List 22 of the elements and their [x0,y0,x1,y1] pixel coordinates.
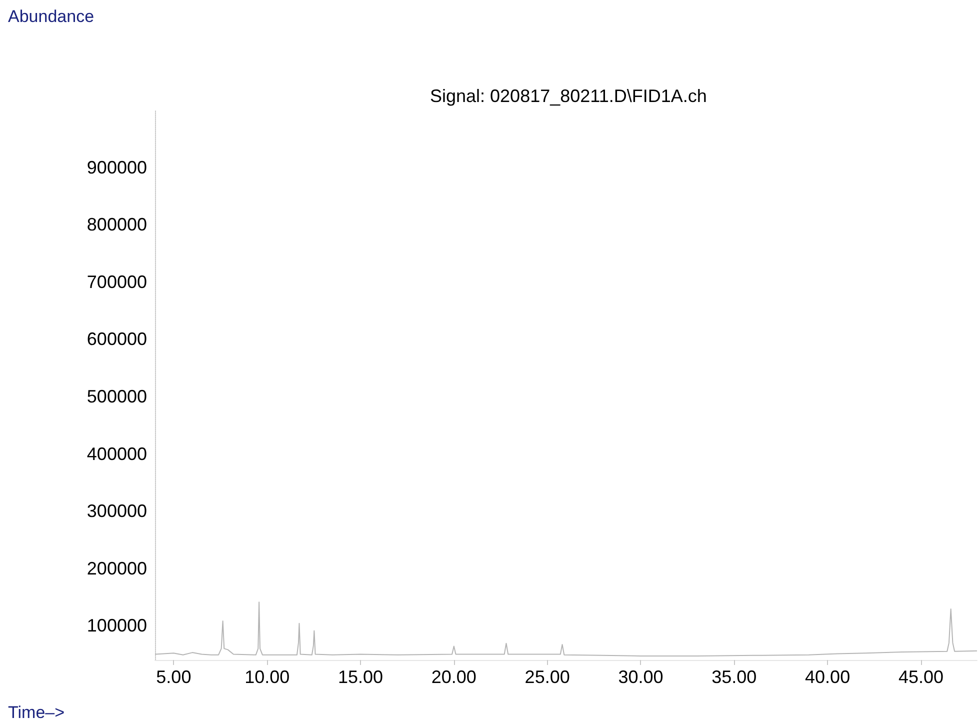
x-tick-label: 10.00 [244,667,290,687]
y-tick-label: 800000 [86,214,147,235]
y-tick-label: 100000 [86,616,147,636]
x-tick-label: 25.00 [524,667,570,687]
y-tick-label: 600000 [86,329,147,350]
y-tick-label: 500000 [86,386,147,406]
y-tick-label: 200000 [86,558,147,578]
x-tick-label: 15.00 [338,667,384,687]
x-tick-label: 40.00 [805,667,850,687]
chart-title: Signal: 020817_80211.D\FID1A.ch [430,86,707,106]
x-tick-label: 5.00 [156,667,192,687]
line-series [154,602,978,656]
x-tick-label: 35.00 [712,667,757,687]
y-tick-label: 900000 [86,157,147,178]
y-tick-label: 300000 [86,501,147,522]
x-tick-label: 20.00 [431,667,476,687]
x-axis-title: Time–> [8,703,65,722]
y-tick-label: 700000 [86,272,147,292]
y-tick-label: 400000 [86,444,147,464]
x-tick-label: 45.00 [898,667,944,687]
y-axis-title: Abundance [8,7,94,26]
x-tick-label: 30.00 [618,667,664,687]
